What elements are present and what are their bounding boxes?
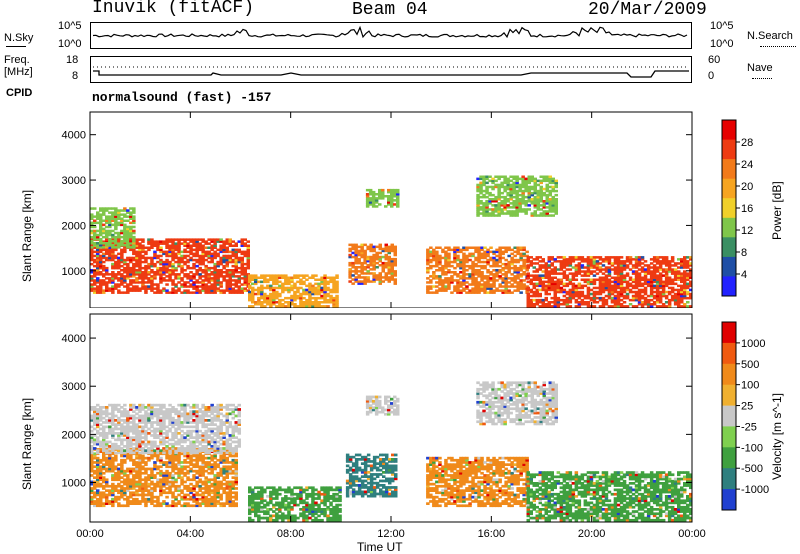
- nave-tick-bottom: 0: [708, 70, 715, 82]
- colorbar-swatch: [722, 468, 736, 490]
- data-region: [90, 207, 136, 249]
- x-tick-label: 12:00: [377, 528, 405, 540]
- nave-label: Nave: [747, 62, 773, 74]
- cpid-text: normalsound (fast) -157: [92, 90, 272, 105]
- colorbar-swatch: [722, 198, 736, 219]
- freq-label: Freq.: [4, 54, 30, 66]
- data-region: [348, 243, 397, 285]
- colorbar-swatch: [722, 342, 736, 365]
- nave-legend-line: [752, 78, 772, 79]
- y-tick-label: 4000: [62, 130, 86, 142]
- colorbar-tick-label: 16: [741, 203, 753, 215]
- data-region: [426, 246, 529, 294]
- data-region: [365, 188, 400, 208]
- nsky-legend-line: [6, 46, 26, 47]
- nsearch-label: N.Search: [747, 30, 793, 42]
- data-region: [345, 453, 398, 498]
- colorbar-swatch: [722, 159, 736, 180]
- nsky-tick-bottom: 10^0: [58, 38, 82, 50]
- colorbar-swatch: [722, 363, 736, 386]
- colorbar-tick-label: 24: [741, 159, 753, 171]
- power-panel: 1000 2000 3000 4000 28 24 20 16 12 8 4: [62, 111, 753, 308]
- velocity-colorbar-label: Velocity [m s^-1]: [770, 393, 784, 480]
- colorbar-swatch: [722, 447, 736, 469]
- cpid-label: CPID: [6, 87, 33, 99]
- nave-tick-top: 60: [708, 54, 721, 66]
- x-tick-label: 00:00: [678, 528, 706, 540]
- freq-tick-top: 18: [66, 54, 79, 66]
- data-region: [526, 256, 693, 308]
- x-tick-label: 00:00: [76, 528, 104, 540]
- nsky-strip: [90, 22, 692, 49]
- date-title: 20/Mar/2009: [588, 0, 707, 20]
- colorbar-tick-label: -1000: [741, 484, 769, 496]
- y-tick-label: 1000: [62, 478, 86, 490]
- x-tick-label: 08:00: [277, 528, 305, 540]
- data-region: [526, 471, 693, 522]
- colorbar-swatch: [722, 237, 736, 258]
- colorbar-tick-label: -25: [741, 421, 757, 433]
- colorbar-swatch: [722, 178, 736, 199]
- velocity-panel: 1000 2000 3000 4000 00:00 04:00 08:00 12:00 16:0…: [62, 313, 769, 540]
- x-tick-label: 16:00: [478, 528, 506, 540]
- colorbar-swatch: [722, 139, 736, 160]
- colorbar-tick-label: 28: [741, 137, 753, 149]
- y-tick-label: 3000: [62, 381, 86, 393]
- colorbar-swatch: [722, 276, 736, 297]
- freq-strip: [90, 56, 692, 83]
- colorbar-tick-label: -100: [741, 442, 763, 454]
- colorbar-swatch: [722, 405, 736, 427]
- nsky-tick-top: 10^5: [58, 20, 82, 32]
- data-region: [476, 381, 558, 426]
- data-region: [248, 486, 342, 522]
- nsearch-legend-line: [760, 46, 796, 47]
- y-tick-label: 2000: [62, 220, 86, 232]
- data-region: [90, 238, 250, 294]
- nsky-label: N.Sky: [4, 32, 34, 44]
- y-tick-label: 3000: [62, 175, 86, 187]
- data-region: [365, 395, 400, 416]
- colorbar-swatch: [722, 256, 736, 277]
- freq-trace: [93, 66, 689, 78]
- data-region: [476, 175, 558, 217]
- colorbar-tick-label: -500: [741, 463, 763, 475]
- colorbar-swatch: [722, 322, 736, 344]
- x-tick-label: 04:00: [177, 528, 205, 540]
- colorbar-swatch: [722, 489, 736, 511]
- freq-unit: [MHz]: [4, 66, 33, 78]
- colorbar-tick-label: 1000: [741, 338, 765, 350]
- data-region: [248, 274, 339, 308]
- y-tick-label: 1000: [62, 266, 86, 278]
- power-colorbar-label: Power [dB]: [770, 181, 784, 240]
- time-xlabel: Time UT: [357, 540, 403, 554]
- x-tick-label: 20:00: [578, 528, 606, 540]
- station-title: Inuvik (fitACF): [92, 0, 255, 18]
- beam-title: Beam 04: [352, 0, 428, 20]
- colorbar-swatch: [722, 217, 736, 238]
- colorbar-tick-label: 8: [741, 247, 747, 259]
- nsky-trace: [92, 25, 688, 39]
- colorbar-tick-label: 20: [741, 181, 753, 193]
- y-tick-label: 2000: [62, 429, 86, 441]
- colorbar-tick-label: 25: [741, 401, 753, 413]
- colorbar-swatch: [722, 120, 736, 141]
- colorbar-tick-label: 4: [741, 269, 747, 281]
- freq-tick-bottom: 8: [72, 70, 79, 82]
- nsearch-tick-bottom: 10^0: [710, 38, 734, 50]
- data-region: [90, 403, 241, 455]
- nsearch-tick-top: 10^5: [710, 20, 734, 32]
- colorbar-tick-label: 12: [741, 225, 753, 237]
- colorbar-tick-label: 500: [741, 359, 759, 371]
- colorbar-swatch: [722, 384, 736, 407]
- colorbar-swatch: [722, 426, 736, 448]
- y-tick-label: 4000: [62, 333, 86, 345]
- colorbar-tick-label: 100: [741, 380, 759, 392]
- data-region: [426, 456, 529, 508]
